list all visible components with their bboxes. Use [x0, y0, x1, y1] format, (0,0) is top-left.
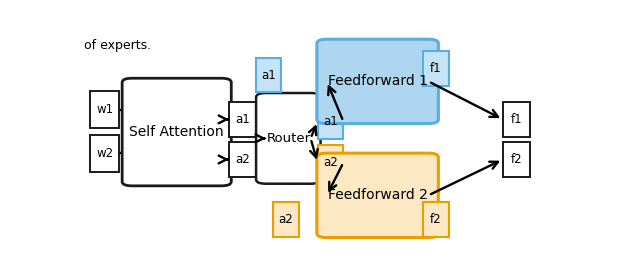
Bar — [90, 92, 119, 128]
Text: a1: a1 — [236, 113, 250, 126]
Bar — [503, 102, 530, 137]
Bar — [317, 104, 344, 139]
Text: f2: f2 — [430, 213, 442, 226]
Bar — [273, 202, 299, 237]
Text: w2: w2 — [96, 147, 113, 160]
Text: a1: a1 — [261, 68, 276, 82]
Text: Feedforward 2: Feedforward 2 — [328, 188, 428, 202]
Text: f1: f1 — [511, 113, 522, 126]
Text: Router: Router — [266, 132, 310, 145]
Text: a2: a2 — [278, 213, 293, 226]
Bar — [317, 145, 344, 180]
Bar — [90, 135, 119, 172]
Bar — [229, 142, 257, 177]
FancyBboxPatch shape — [317, 39, 438, 124]
Bar — [255, 58, 282, 93]
FancyBboxPatch shape — [317, 153, 438, 238]
Text: Feedforward 1: Feedforward 1 — [328, 75, 428, 89]
Text: a1: a1 — [323, 115, 338, 128]
Bar — [503, 142, 530, 177]
Text: f2: f2 — [511, 153, 522, 166]
Text: a2: a2 — [236, 153, 250, 166]
Bar — [423, 202, 449, 237]
FancyBboxPatch shape — [256, 93, 321, 184]
Text: f1: f1 — [430, 62, 442, 75]
Bar — [229, 102, 257, 137]
Text: a2: a2 — [323, 156, 338, 169]
FancyBboxPatch shape — [122, 78, 231, 186]
Text: w1: w1 — [96, 103, 113, 116]
Text: Self Attention: Self Attention — [129, 125, 224, 139]
Bar — [423, 51, 449, 86]
Text: of experts.: of experts. — [84, 39, 151, 52]
